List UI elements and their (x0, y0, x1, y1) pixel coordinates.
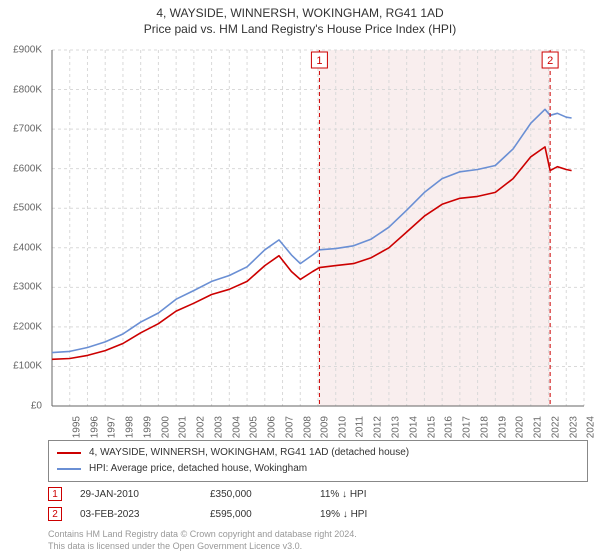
y-tick-label: £800K (0, 84, 42, 95)
x-tick-label: 2015 (426, 416, 437, 438)
chart-title-main: 4, WAYSIDE, WINNERSH, WOKINGHAM, RG41 1A… (0, 6, 600, 20)
svg-text:1: 1 (316, 55, 322, 67)
y-tick-label: £500K (0, 203, 42, 214)
y-tick-label: £200K (0, 321, 42, 332)
legend-label-hpi: HPI: Average price, detached house, Woki… (89, 461, 307, 477)
chart-title-sub: Price paid vs. HM Land Registry's House … (0, 22, 600, 36)
legend-row-hpi: HPI: Average price, detached house, Woki… (57, 461, 579, 477)
marker-date-1: 29-JAN-2010 (80, 489, 210, 500)
x-tick-label: 2014 (408, 416, 419, 438)
x-tick-label: 2020 (515, 416, 526, 438)
x-tick-label: 2013 (390, 416, 401, 438)
legend-row-property: 4, WAYSIDE, WINNERSH, WOKINGHAM, RG41 1A… (57, 445, 579, 461)
y-tick-label: £300K (0, 282, 42, 293)
marker-row-2: 2 03-FEB-2023 £595,000 19% ↓ HPI (48, 504, 588, 524)
x-tick-label: 1996 (89, 416, 100, 438)
marker-price-2: £595,000 (210, 509, 320, 520)
y-tick-label: £900K (0, 45, 42, 56)
x-tick-label: 2016 (444, 416, 455, 438)
y-tick-label: £700K (0, 124, 42, 135)
x-tick-label: 2002 (195, 416, 206, 438)
x-tick-label: 2000 (160, 416, 171, 438)
legend-box: 4, WAYSIDE, WINNERSH, WOKINGHAM, RG41 1A… (48, 440, 588, 482)
marker-diff-1: 11% ↓ HPI (320, 489, 440, 500)
x-tick-label: 2010 (337, 416, 348, 438)
legend-label-property: 4, WAYSIDE, WINNERSH, WOKINGHAM, RG41 1A… (89, 445, 409, 461)
chart-svg: 12 (48, 40, 588, 410)
marker-table: 1 29-JAN-2010 £350,000 11% ↓ HPI 2 03-FE… (48, 484, 588, 524)
x-tick-label: 1998 (124, 416, 135, 438)
marker-price-1: £350,000 (210, 489, 320, 500)
chart-area: 12 £0£100K£200K£300K£400K£500K£600K£700K… (48, 40, 588, 410)
x-tick-label: 2008 (302, 416, 313, 438)
y-tick-label: £600K (0, 163, 42, 174)
x-tick-label: 1995 (71, 416, 82, 438)
marker-badge-1: 1 (48, 487, 62, 501)
x-tick-label: 2005 (249, 416, 260, 438)
x-tick-label: 2004 (231, 416, 242, 438)
y-tick-label: £100K (0, 361, 42, 372)
x-tick-label: 2022 (550, 416, 561, 438)
x-tick-label: 2017 (461, 416, 472, 438)
x-tick-label: 2021 (532, 416, 543, 438)
x-tick-label: 2023 (568, 416, 579, 438)
x-tick-label: 1999 (142, 416, 153, 438)
marker-row-1: 1 29-JAN-2010 £350,000 11% ↓ HPI (48, 484, 588, 504)
x-tick-label: 2001 (178, 416, 189, 438)
y-tick-label: £0 (0, 401, 42, 412)
y-tick-label: £400K (0, 242, 42, 253)
marker-date-2: 03-FEB-2023 (80, 509, 210, 520)
footer-attribution: Contains HM Land Registry data © Crown c… (48, 528, 588, 552)
legend-swatch-property (57, 452, 81, 454)
x-tick-label: 2009 (320, 416, 331, 438)
marker-diff-2: 19% ↓ HPI (320, 509, 440, 520)
footer-line-2: This data is licensed under the Open Gov… (48, 540, 588, 552)
x-tick-label: 2003 (213, 416, 224, 438)
x-tick-label: 2006 (266, 416, 277, 438)
x-tick-label: 2019 (497, 416, 508, 438)
legend-swatch-hpi (57, 468, 81, 470)
x-tick-label: 2024 (586, 416, 597, 438)
chart-title-block: 4, WAYSIDE, WINNERSH, WOKINGHAM, RG41 1A… (0, 0, 600, 36)
footer-line-1: Contains HM Land Registry data © Crown c… (48, 528, 588, 540)
x-tick-label: 2011 (354, 416, 365, 438)
x-tick-label: 1997 (107, 416, 118, 438)
x-tick-label: 2012 (373, 416, 384, 438)
x-tick-label: 2018 (479, 416, 490, 438)
svg-text:2: 2 (547, 55, 553, 67)
x-tick-label: 2007 (284, 416, 295, 438)
marker-badge-2: 2 (48, 507, 62, 521)
